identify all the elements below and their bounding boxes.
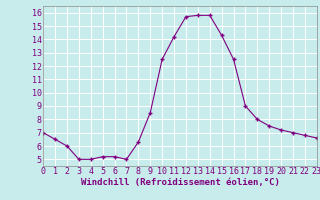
X-axis label: Windchill (Refroidissement éolien,°C): Windchill (Refroidissement éolien,°C) xyxy=(81,178,279,187)
